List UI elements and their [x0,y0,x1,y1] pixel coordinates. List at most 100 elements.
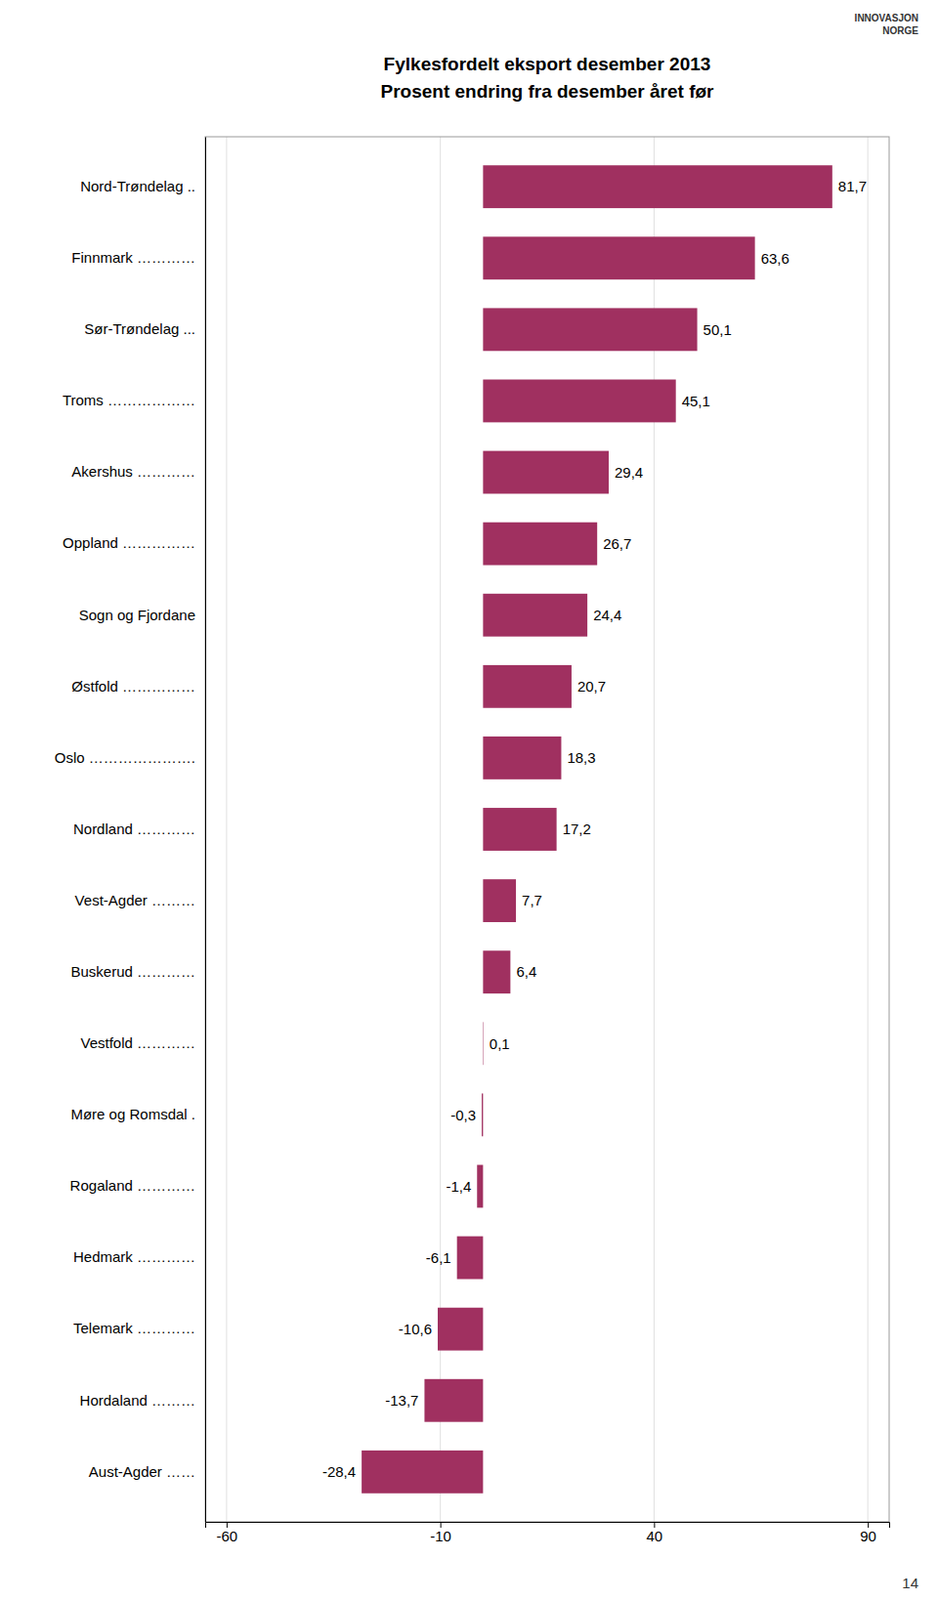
data-labels: 81,7 63,6 50,1 45,1 29,4 26,7 24,4 20,7 18,3 17,2… [322,177,867,1481]
data-label: -1,4 [445,1178,471,1195]
category-label: Aust-Agder …… [88,1463,196,1481]
plot: -60 -10 40 90 Nord-Trøndelag .. Finnmark …………… [54,136,891,1545]
category-label: Møre og Romsdal . [70,1106,196,1123]
data-label: -0,3 [450,1107,476,1124]
chart: -60 -10 40 90 Nord-Trøndelag .. Finnmark …………… [0,0,938,1600]
bar [437,1308,483,1352]
bar [457,1236,484,1280]
category-label: Hedmark ………… [73,1248,196,1266]
y-tick: Oslo …………………. [54,749,206,767]
category-label: Troms ……………… [62,391,196,409]
grid-line [867,136,869,1523]
x-tick: -60 [216,1522,239,1545]
y-tick: Møre og Romsdal . [70,1106,206,1123]
data-label: -28,4 [322,1463,356,1481]
data-label: 63,6 [761,250,790,267]
data-label: 26,7 [602,535,632,553]
y-tick: Buskerud ………… [70,963,206,981]
axis-domain [205,137,207,1524]
plot-frame [205,136,890,1523]
data-label: -13,7 [384,1392,419,1409]
tick-label: -60 [216,1528,239,1545]
grid-line [225,136,227,1523]
bar [482,736,561,780]
category-label: Rogaland ………… [70,1177,196,1194]
data-label: 18,3 [566,749,596,767]
y-tick: Troms ……………… [62,391,206,409]
bar [481,1093,483,1137]
data-label: 24,4 [593,606,622,624]
bar [482,236,755,280]
category-label: Hordaland ……… [80,1392,196,1409]
y-tick: Vest-Agder ……… [75,892,206,909]
y-tick: Telemark ………… [73,1320,206,1337]
y-tick: Oppland …………… [62,534,206,552]
tick-label: 40 [646,1528,664,1545]
category-label: Oslo …………………. [54,749,196,767]
bar [482,808,556,852]
y-tick: Hordaland ……… [80,1392,206,1409]
data-label: 29,4 [614,464,643,481]
y-tick: Nord-Trøndelag .. [80,177,206,195]
bar [482,594,588,638]
category-label: Nordland ………… [73,820,196,838]
tick-label: -10 [429,1528,452,1545]
y-tick: Nordland ………… [73,820,206,838]
bar [482,879,516,923]
title: Fylkesfordelt eksport desember 2013 [383,53,712,75]
y-tick: Rogaland ………… [70,1177,206,1194]
bar [476,1165,483,1209]
bar [482,950,511,994]
data-label: 50,1 [703,321,732,339]
y-tick: Finnmark ………… [71,249,206,266]
data-label: 7,7 [521,892,543,909]
axis-domain [206,1523,891,1530]
y-tick: Sogn og Fjordane [79,606,206,624]
bar [482,165,832,209]
bar [482,522,597,566]
category-label: Sør-Trøndelag ... [84,320,196,338]
data-label: 6,4 [515,963,537,981]
y-tick: Hedmark ………… [73,1248,206,1266]
annotation: NORGE [882,25,919,37]
bars [361,165,833,1494]
y-tick: Østfold …………… [71,678,206,695]
y-tick: Aust-Agder …… [88,1463,206,1481]
category-label: Oppland …………… [62,534,196,552]
bar [424,1379,483,1423]
data-label: 17,2 [562,820,592,838]
bar [482,1022,484,1066]
category-label: Vest-Agder ……… [75,892,196,909]
y-tick: Vestfold ………… [80,1034,206,1052]
data-label: -6,1 [426,1249,452,1267]
data-label: 20,7 [577,678,606,695]
bar [482,307,697,351]
bar [482,665,572,709]
tick-label: 90 [859,1528,877,1545]
x-axis: -60 -10 40 90 [206,1522,891,1545]
subtitle: Prosent endring fra desember året før [380,81,715,102]
x-tick: -10 [429,1522,452,1545]
annotation: INNOVASJON [854,12,919,24]
y-tick: Sør-Trøndelag ... [84,320,206,338]
x-tick: 90 [859,1522,877,1545]
category-label: Akershus ………… [71,463,196,480]
data-label: 81,7 [838,177,867,195]
category-label: Nord-Trøndelag .. [80,177,196,195]
grid [226,136,868,1523]
data-label: -10,6 [398,1321,432,1338]
category-label: Sogn og Fjordane [79,606,196,624]
page-number: 14 [901,1575,919,1592]
category-label: Vestfold ………… [80,1034,196,1052]
category-label: Buskerud ………… [70,963,196,981]
y-tick: Akershus ………… [71,463,206,480]
category-label: Finnmark ………… [71,249,196,266]
data-label: 0,1 [489,1035,511,1053]
category-label: Østfold …………… [71,678,196,695]
data-label: 45,1 [682,392,711,410]
bar [482,380,676,424]
y-axis: Nord-Trøndelag .. Finnmark ………… Sør-Trønde… [54,137,207,1524]
x-tick: 40 [646,1522,664,1545]
bar [361,1450,483,1494]
bar [482,451,609,495]
